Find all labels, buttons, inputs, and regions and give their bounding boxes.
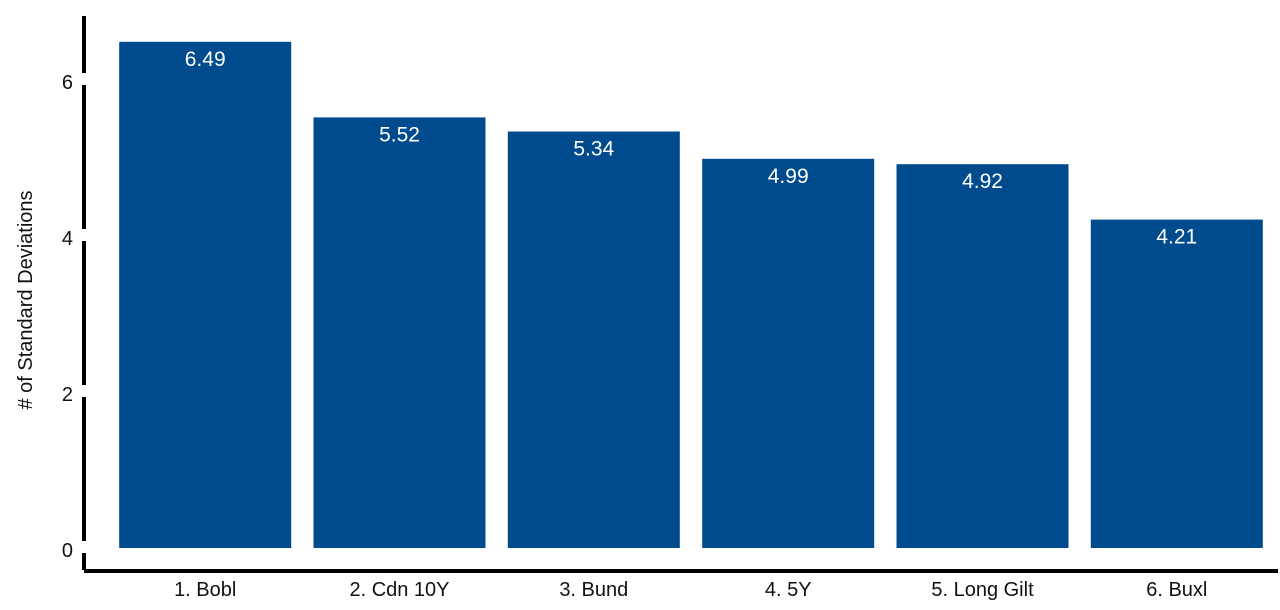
bar-4 [702, 159, 874, 548]
bar-value-label-3: 5.34 [573, 138, 614, 161]
bar-value-label-2: 5.52 [379, 123, 420, 146]
y-tick-label-1: 2 [62, 384, 73, 406]
x-tick-label-2: 2. Cdn 10Y [349, 579, 449, 601]
bar-5 [897, 164, 1069, 548]
y-tick-gap-2 [80, 229, 88, 241]
bar-value-label-6: 4.21 [1156, 226, 1197, 249]
bar-value-label-4: 4.99 [768, 165, 809, 188]
x-tick-label-4: 4. 5Y [765, 579, 812, 601]
bar-value-label-5: 4.92 [962, 170, 1003, 193]
y-tick-label-3: 6 [62, 72, 73, 94]
bar-3 [508, 132, 680, 549]
y-tick-label-0: 0 [62, 540, 73, 562]
bar-2 [314, 117, 486, 548]
x-tick-label-6: 6. Buxl [1146, 579, 1207, 601]
y-tick-label-2: 4 [62, 228, 73, 250]
bar-1 [119, 42, 291, 548]
y-axis-label: # of Standard Deviations [15, 190, 37, 409]
y-tick-gap-3 [80, 73, 88, 85]
bar-6 [1091, 220, 1263, 548]
bar-value-label-1: 6.49 [185, 48, 226, 71]
x-tick-label-3: 3. Bund [559, 579, 628, 601]
y-tick-gap-0 [80, 541, 88, 553]
y-axis: 0 2 4 6 [62, 16, 88, 570]
bars-group [119, 42, 1263, 548]
x-tick-label-5: 5. Long Gilt [931, 579, 1034, 601]
x-tick-label-1: 1. Bobl [174, 579, 236, 601]
x-axis: 1. Bobl 2. Cdn 10Y 3. Bund 4. 5Y 5. Long Gil… [84, 571, 1278, 601]
y-tick-gap-1 [80, 385, 88, 397]
